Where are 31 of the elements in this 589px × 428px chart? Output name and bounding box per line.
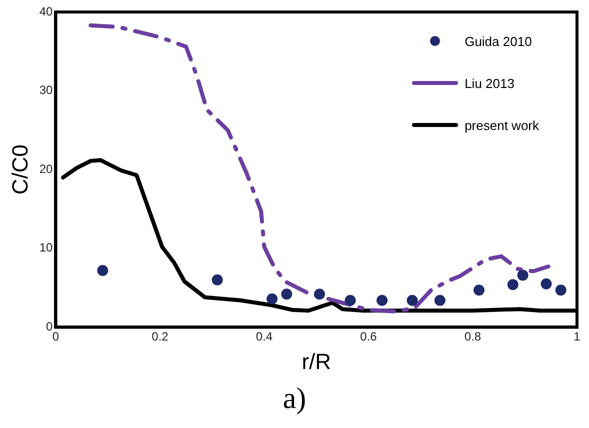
point	[266, 293, 278, 304]
x-axis-title: r/R	[302, 348, 332, 374]
legend-label: Liu 2013	[464, 76, 514, 90]
y-tick-label: 30	[39, 83, 54, 98]
point	[474, 284, 485, 296]
point	[314, 288, 325, 300]
point	[406, 294, 418, 306]
x-tick-label: 0.2	[152, 330, 169, 344]
x-tick-label: 1	[574, 330, 581, 344]
y-tick-label: 20	[39, 162, 54, 176]
point	[344, 294, 356, 306]
line-series	[88, 23, 550, 314]
point	[376, 294, 388, 306]
y-axis-title: C/C0	[7, 144, 32, 195]
point	[212, 274, 223, 286]
y-tick-label: 0	[46, 320, 54, 334]
y-tick-label: 40	[39, 4, 54, 18]
point	[540, 278, 552, 290]
legend-label: present work	[464, 118, 539, 132]
text: a)	[282, 382, 308, 416]
legend-label: Guida 2010	[464, 34, 532, 48]
point	[97, 264, 108, 276]
y-tick-label: 10	[39, 240, 54, 255]
x-tick-label: 0.4	[256, 330, 273, 344]
point	[281, 288, 292, 300]
point	[555, 284, 566, 296]
x-tick-label: 0.8	[464, 330, 482, 344]
point	[507, 279, 518, 290]
point	[517, 270, 528, 281]
point	[434, 294, 446, 306]
x-tick-label: 0.6	[360, 330, 378, 344]
